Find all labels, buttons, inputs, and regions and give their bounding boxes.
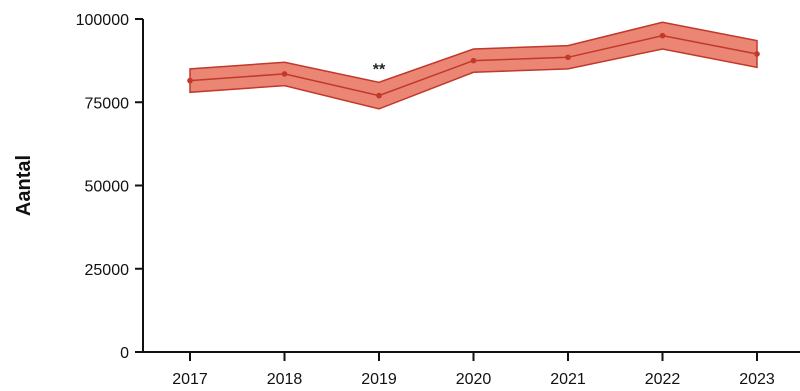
- x-axis-ticks: 2017 2018 2019 2020 2021 2022 2023: [172, 352, 775, 388]
- data-point: [281, 71, 288, 77]
- y-axis-ticks: 0 25000 50000 75000 100000: [76, 12, 143, 362]
- data-point: [565, 54, 571, 61]
- x-tick-label: 2017: [172, 371, 208, 388]
- x-tick-label: 2018: [267, 371, 303, 388]
- annotations: **: [373, 61, 386, 78]
- x-tick-label: 2021: [550, 371, 586, 388]
- y-tick-label: 50000: [85, 179, 130, 196]
- x-tick-label: 2020: [456, 371, 492, 388]
- data-point: [470, 57, 477, 64]
- y-tick-label: 25000: [85, 262, 130, 279]
- x-tick-label: 2023: [739, 371, 775, 388]
- x-tick-label: 2022: [645, 371, 681, 388]
- confidence-band: [189, 21, 758, 110]
- data-point: [187, 77, 193, 84]
- data-point: [376, 92, 382, 99]
- series-layer: [187, 21, 760, 110]
- data-point: [659, 32, 666, 39]
- significance-annotation: **: [373, 61, 386, 78]
- y-tick-label: 0: [120, 345, 129, 362]
- y-tick-label: 100000: [76, 12, 129, 29]
- data-point: [754, 51, 760, 57]
- x-tick-label: 2019: [361, 371, 397, 388]
- y-axis-title: Aantal: [13, 155, 35, 216]
- y-tick-label: 75000: [85, 95, 130, 112]
